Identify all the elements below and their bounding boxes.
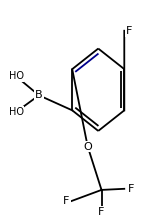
Text: F: F <box>126 26 132 36</box>
Text: O: O <box>83 142 92 151</box>
Text: B: B <box>35 90 43 100</box>
Text: F: F <box>98 207 105 217</box>
Text: F: F <box>128 184 134 194</box>
Text: HO: HO <box>9 71 24 81</box>
Text: HO: HO <box>9 107 24 117</box>
Text: F: F <box>63 196 70 206</box>
